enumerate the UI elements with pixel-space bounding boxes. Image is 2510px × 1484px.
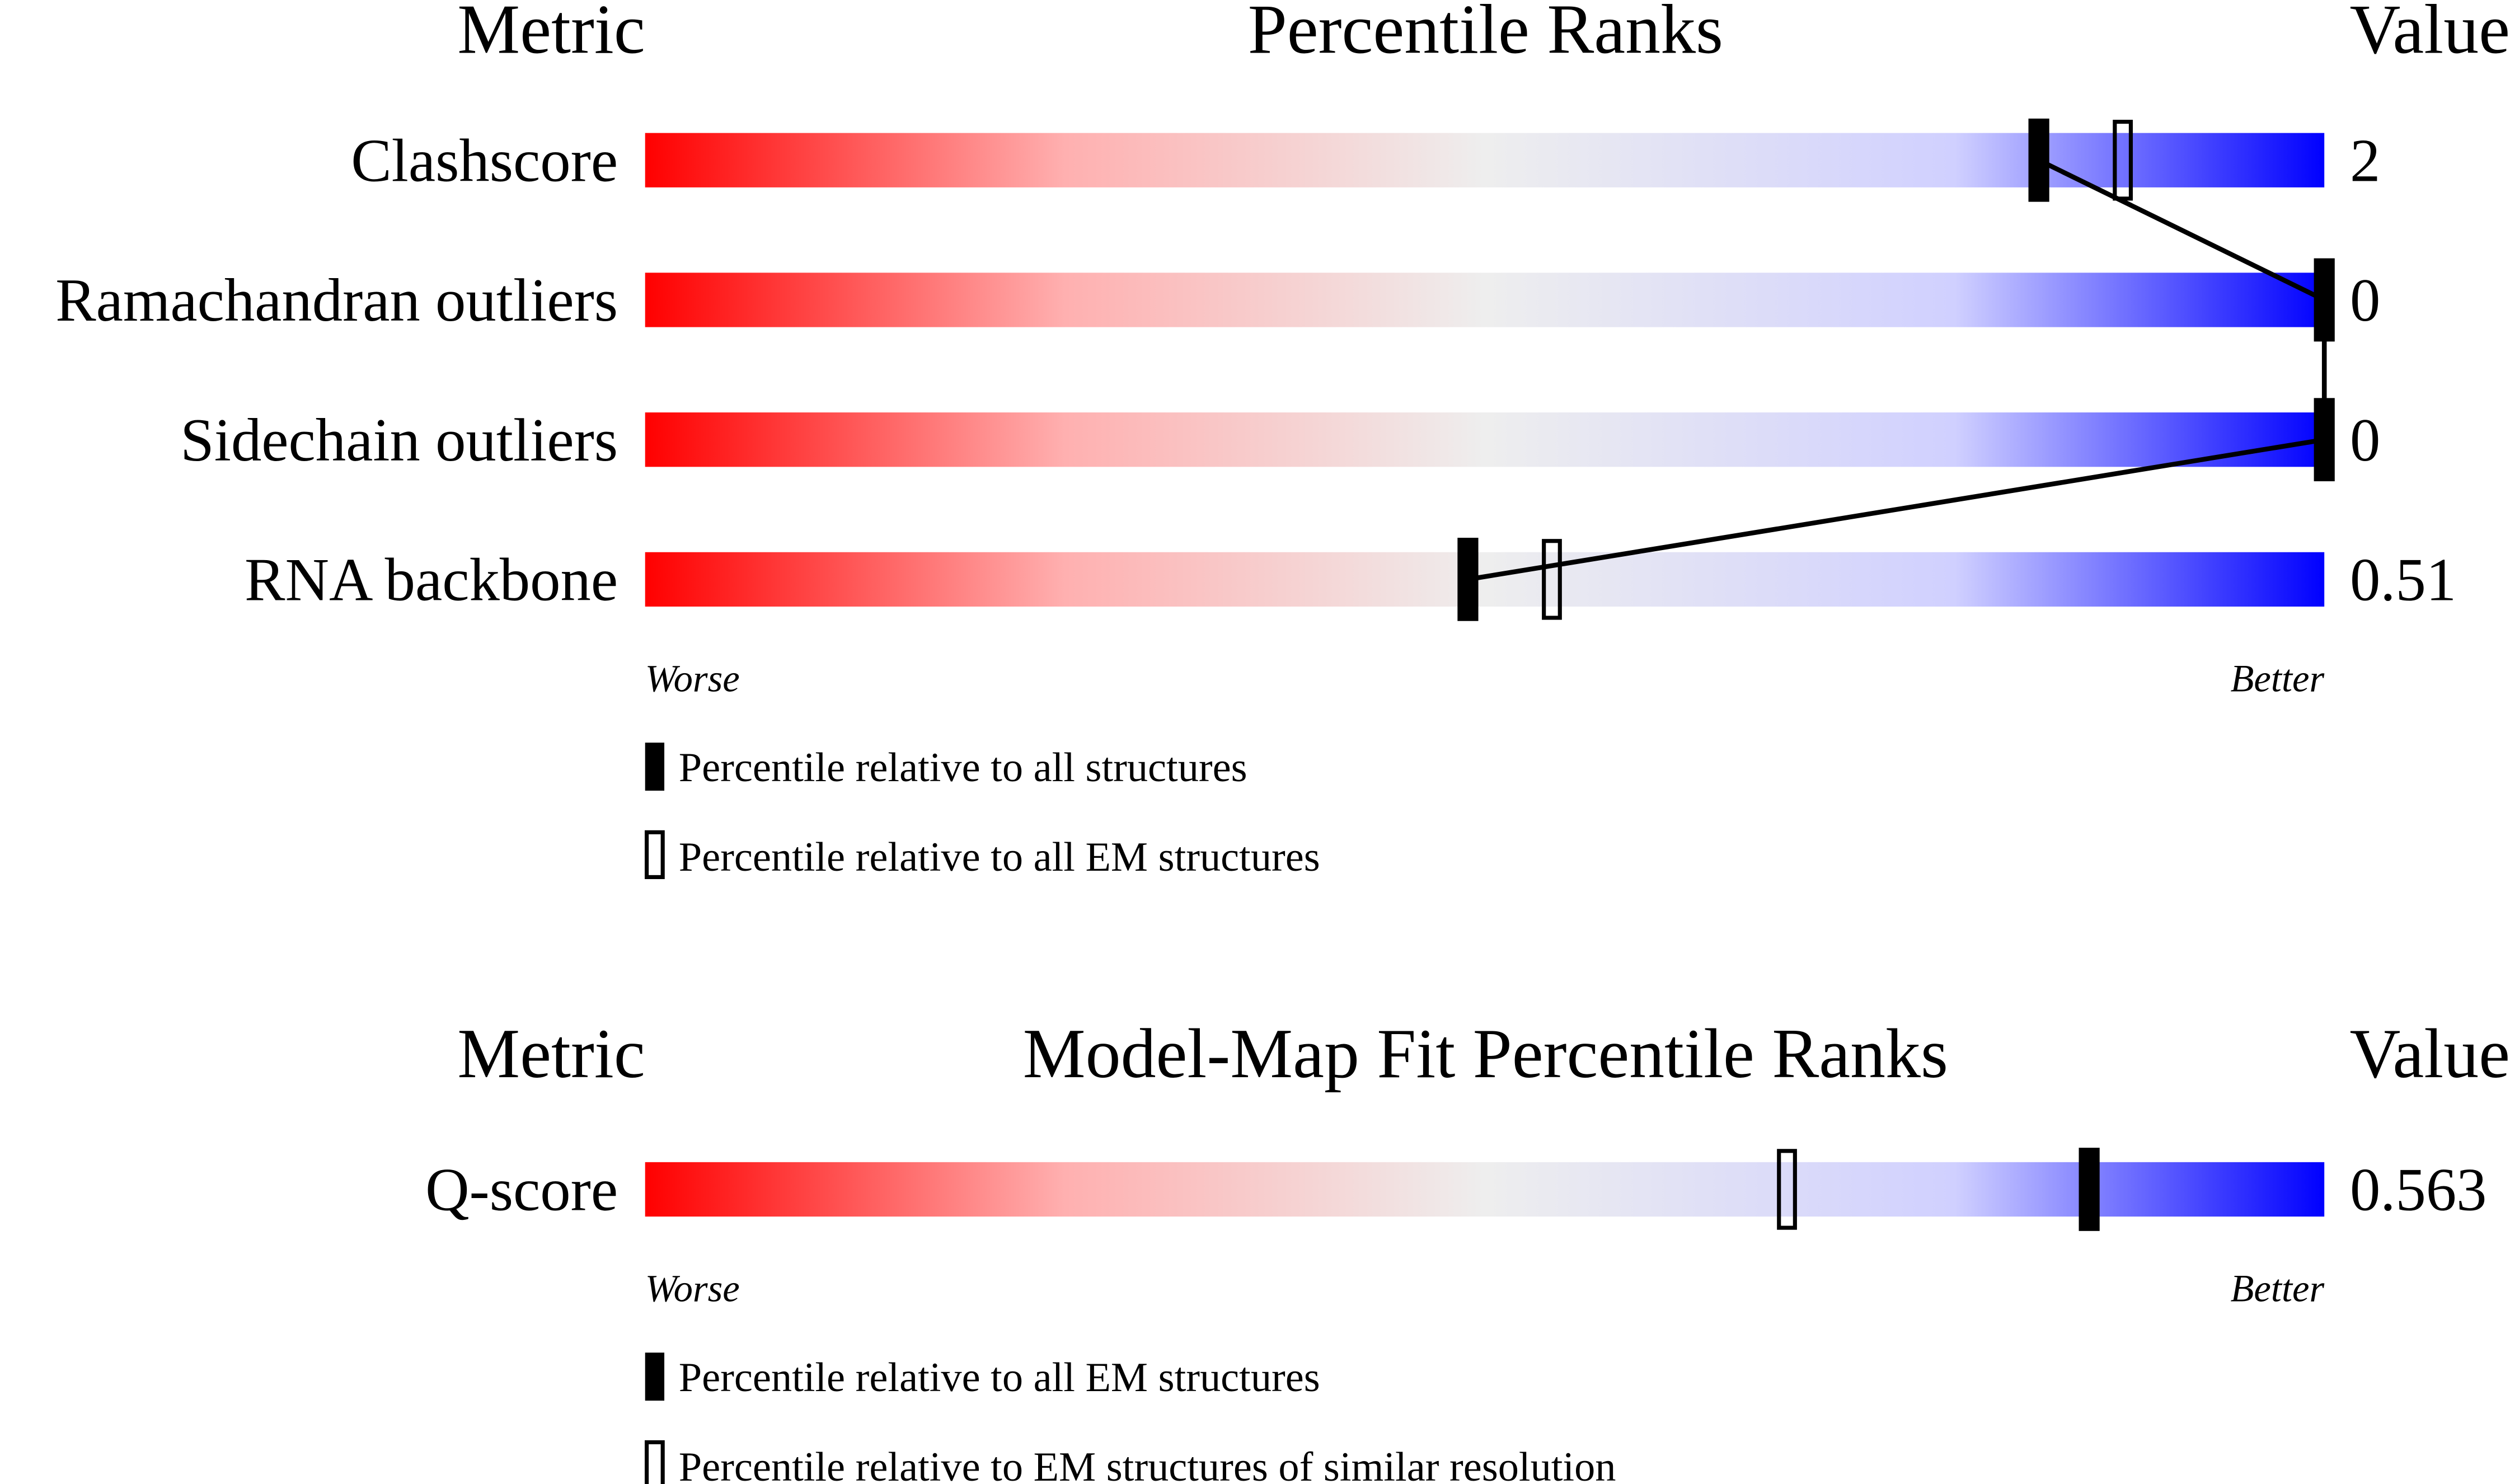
percentile-bar (645, 1162, 2325, 1217)
percentile-bar (645, 273, 2325, 327)
worse-label: Worse (645, 658, 740, 700)
header-title: Percentile Ranks (1248, 0, 1723, 69)
marker-open (2113, 120, 2133, 201)
metric-label: Sidechain outliers (180, 406, 618, 474)
header-value: Value (2349, 0, 2510, 69)
marker-open (1542, 539, 1562, 620)
marker-filled (2314, 398, 2335, 482)
metric-value: 0 (2350, 266, 2380, 334)
marker-filled (2028, 118, 2049, 202)
connector-line (1467, 158, 2327, 582)
legend-filled-marker (645, 743, 665, 791)
worse-label: Worse (645, 1267, 740, 1310)
percentile-bar (645, 552, 2325, 607)
metric-value: 0.563 (2350, 1156, 2487, 1224)
metric-row: Clashscore 2 (351, 126, 2380, 194)
marker-open (1777, 1149, 1797, 1230)
header-metric: Metric (457, 0, 645, 69)
percentile-bar (645, 412, 2325, 467)
metric-value: 0 (2350, 406, 2380, 474)
metric-label: Ramachandran outliers (55, 266, 618, 334)
metric-row: Sidechain outliers 0 (180, 406, 2380, 474)
metric-row: RNA backbone 0.51 (245, 546, 2456, 614)
legend-filled-text: Percentile relative to all EM structures (679, 1355, 1320, 1401)
metric-row: Q-score 0.563 (425, 1156, 2486, 1224)
legend-filled-text: Percentile relative to all structures (679, 745, 1247, 791)
metric-label: RNA backbone (245, 546, 618, 614)
metric-label: Clashscore (351, 126, 618, 194)
metric-row: Ramachandran outliers 0 (55, 266, 2380, 334)
panel-1: Metric Model-Map Fit Percentile Ranks Valu… (425, 1015, 2510, 1484)
marker-filled (2079, 1148, 2100, 1231)
header-value: Value (2349, 1015, 2510, 1093)
metric-label: Q-score (425, 1156, 618, 1224)
metric-value: 2 (2350, 126, 2380, 194)
legend-filled-marker (645, 1352, 665, 1401)
marker-filled (1457, 538, 1479, 621)
legend-open-text: Percentile relative to EM structures of … (679, 1444, 1616, 1484)
better-label: Better (2231, 658, 2325, 700)
better-label: Better (2231, 1267, 2325, 1310)
legend-open-text: Percentile relative to all EM structures (679, 834, 1320, 880)
legend-open-marker (644, 1440, 665, 1484)
panel-0: Metric Percentile Ranks Value Clashscore 2 Ra… (55, 0, 2510, 880)
header-metric: Metric (457, 1015, 645, 1093)
header-title: Model-Map Fit Percentile Ranks (1023, 1015, 1948, 1093)
legend-open-marker (644, 830, 665, 879)
marker-filled (2314, 258, 2335, 342)
metric-value: 0.51 (2350, 546, 2456, 614)
